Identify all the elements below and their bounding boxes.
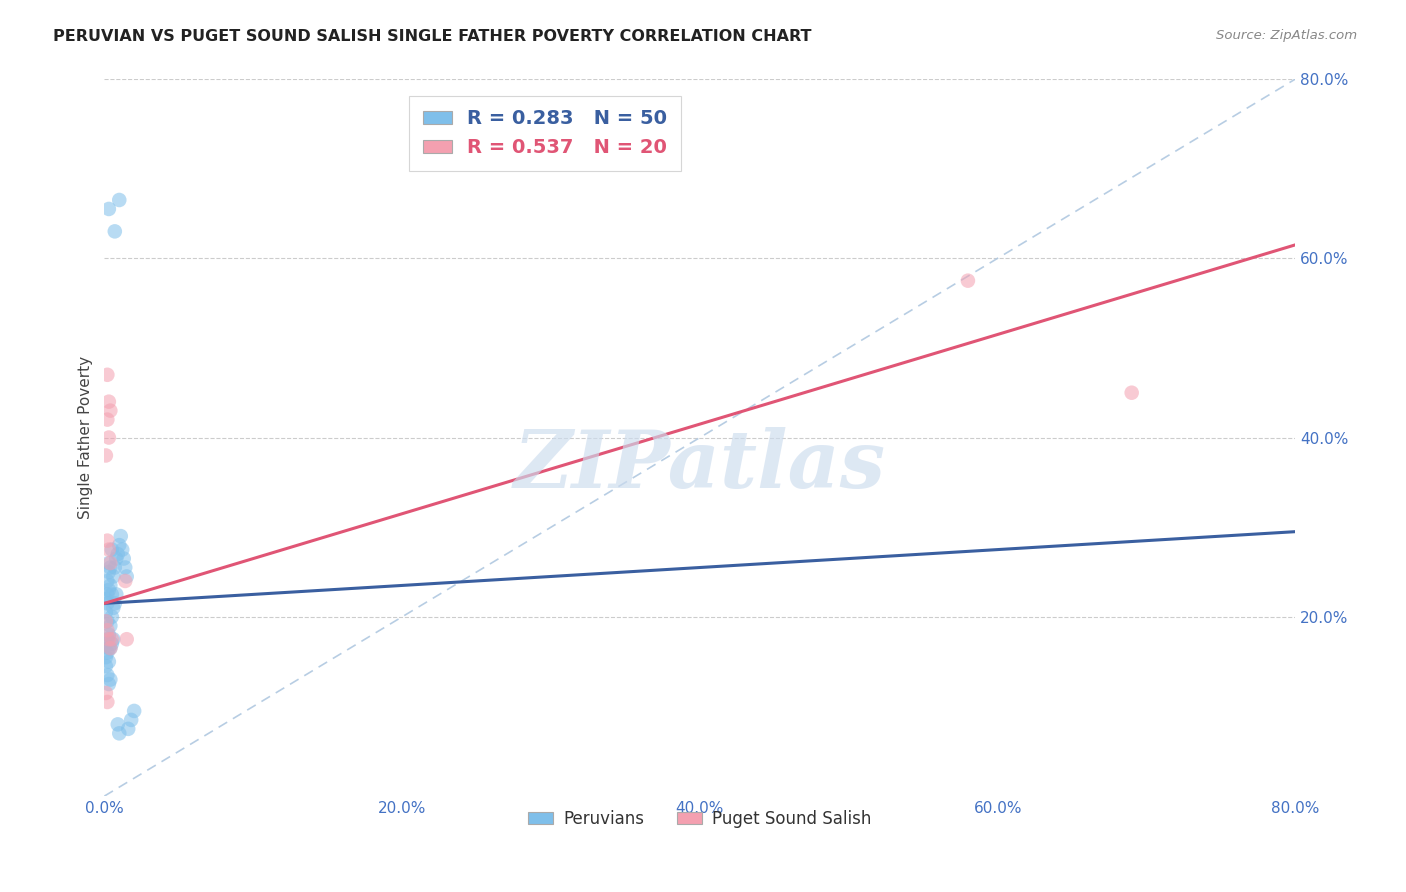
Point [101,637,124,651]
Point [117,722,139,736]
Point [94,659,117,673]
Point [114,560,136,574]
Point [96,624,118,638]
Point [107,547,129,561]
Point [97,641,120,656]
Point [97,677,120,691]
Point [97,628,120,642]
Point [98,673,121,687]
Point [101,632,124,647]
Point [98,560,121,574]
Point [94,449,117,463]
Point [97,565,120,579]
Point [96,615,118,629]
Point [108,193,131,207]
Text: Source: ZipAtlas.com: Source: ZipAtlas.com [1216,29,1357,42]
Text: PERUVIAN VS PUGET SOUND SALISH SINGLE FATHER POVERTY CORRELATION CHART: PERUVIAN VS PUGET SOUND SALISH SINGLE FA… [53,29,811,44]
Point [94,650,117,665]
Legend: Peruvians, Puget Sound Salish: Peruvians, Puget Sound Salish [522,803,879,834]
Point [97,431,120,445]
Point [96,668,118,682]
Point [111,542,134,557]
Point [105,551,128,566]
Point [96,587,118,601]
Point [108,538,131,552]
Point [97,582,120,597]
Point [956,274,979,288]
Point [114,574,136,588]
Point [96,646,118,660]
Point [94,615,117,629]
Point [97,202,120,216]
Point [115,569,138,583]
Point [96,632,118,647]
Point [101,587,124,601]
Point [122,704,145,718]
Point [112,551,135,566]
Point [101,609,124,624]
Point [96,596,118,610]
Point [97,655,120,669]
Text: ZIPatlas: ZIPatlas [513,427,886,505]
Point [107,717,129,731]
Point [120,713,142,727]
Point [96,412,118,426]
Point [96,533,118,548]
Point [98,641,121,656]
Point [94,605,117,619]
Point [96,368,118,382]
Point [98,578,121,592]
Point [103,600,125,615]
Point [98,619,121,633]
Point [96,695,118,709]
Point [101,542,124,557]
Point [94,591,117,606]
Point [105,587,128,601]
Point [98,556,121,570]
Point [115,632,138,647]
Point [104,224,127,238]
Point [104,596,127,610]
Point [108,726,131,740]
Point [96,574,118,588]
Point [98,403,121,417]
Point [110,529,132,543]
Point [98,641,121,656]
Point [104,560,127,574]
Point [103,632,125,647]
Point [94,637,117,651]
Point [97,556,120,570]
Point [1121,385,1143,400]
Point [94,686,117,700]
Point [97,394,120,409]
Y-axis label: Single Father Poverty: Single Father Poverty [79,356,93,519]
Point [97,632,120,647]
Point [103,569,125,583]
Point [97,542,120,557]
